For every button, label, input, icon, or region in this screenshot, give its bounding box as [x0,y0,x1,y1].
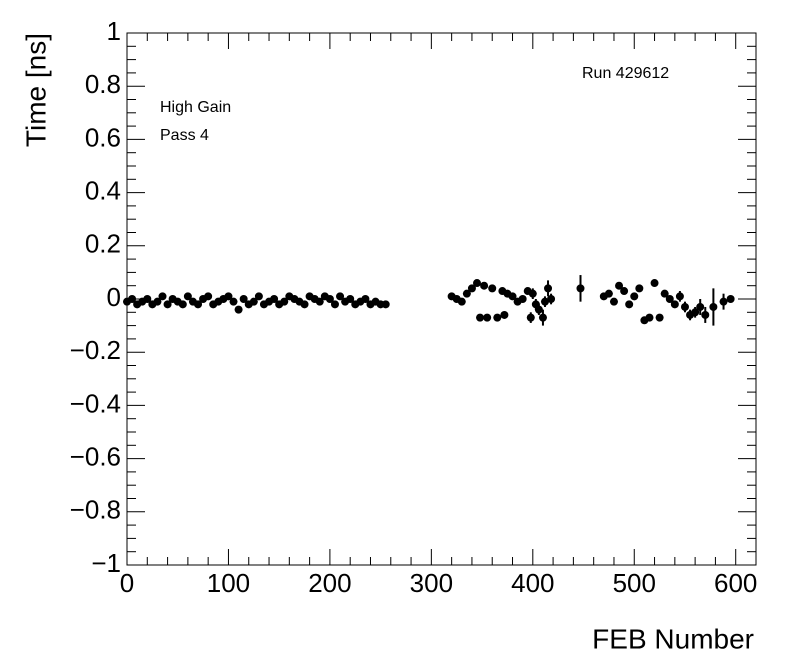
data-point [457,297,466,306]
data-point [670,300,679,309]
x-tick-label: 300 [410,568,453,598]
y-tick-label: −1 [91,548,121,578]
data-point [625,300,634,309]
data-point [381,300,390,309]
data-point [163,300,172,309]
x-tick-label: 100 [207,568,250,598]
data-point [158,292,167,301]
data-point [183,292,192,301]
y-axis-title: Time [ns] [20,33,51,147]
data-point [547,295,556,303]
x-tick-label: 600 [714,568,757,598]
annotation: Pass 4 [160,127,209,144]
data-point [315,297,324,306]
data-point [229,297,238,306]
data-point [528,289,537,298]
y-tick-label: 0.8 [85,69,121,99]
data-point [675,292,684,301]
x-tick-label: 500 [613,568,656,598]
data-point [178,300,187,309]
data-point [480,281,489,290]
data-point [280,297,289,306]
data-point [665,295,674,303]
data-point [361,295,370,303]
data-point [500,310,509,319]
annotation: Run 429612 [582,65,669,82]
data-point [467,284,476,293]
data-point [534,305,543,314]
data-point [128,295,137,303]
data-point [576,284,585,293]
data-point [518,295,527,303]
data-point [609,297,618,306]
data-point [473,279,482,288]
y-tick-label: −0.4 [70,388,121,418]
data-point [604,289,613,298]
data-point [650,279,659,288]
data-point [696,302,705,311]
data-point [691,308,700,317]
data-point [630,292,639,301]
data-point [483,313,492,322]
data-point [153,297,162,306]
data-point [336,292,345,301]
y-tick-label: −0.8 [70,495,121,525]
data-point [680,302,689,311]
x-tick-label: 400 [511,568,554,598]
x-axis-title: FEB Number [592,623,754,654]
data-point [620,287,629,296]
y-tick-label: 0 [107,282,121,312]
y-tick-label: −0.2 [70,335,121,365]
data-point [249,297,258,306]
data-point [143,295,152,303]
data-point [540,297,549,306]
y-tick-label: −0.6 [70,441,121,471]
data-point [615,281,624,290]
x-tick-label: 0 [120,568,134,598]
data-point [645,313,654,322]
data-point [194,300,203,309]
data-point [224,292,233,301]
annotation: High Gain [160,99,231,116]
data-point [239,295,248,303]
data-point [726,295,735,303]
data-point [330,300,339,309]
data-point [709,302,718,311]
data-point [544,284,553,293]
data-point [462,289,471,298]
data-point [204,292,213,301]
data-point [655,313,664,322]
data-point [660,289,669,298]
y-tick-label: 0.2 [85,229,121,259]
y-tick-label: 1 [107,16,121,46]
data-point [526,313,535,322]
y-tick-label: 0.6 [85,122,121,152]
data-point [635,284,644,293]
data-point [488,284,497,293]
data-point [476,313,485,322]
data-point [254,292,263,301]
data-point [701,310,710,319]
data-point [493,313,502,322]
data-point [538,313,547,322]
data-point [325,295,334,303]
y-tick-label: 0.4 [85,175,121,205]
data-point [300,300,309,309]
data-point [270,295,279,303]
x-tick-label: 200 [308,568,351,598]
data-point [346,295,355,303]
data-point [234,305,243,314]
data-point [508,292,517,301]
data-point [719,297,728,306]
